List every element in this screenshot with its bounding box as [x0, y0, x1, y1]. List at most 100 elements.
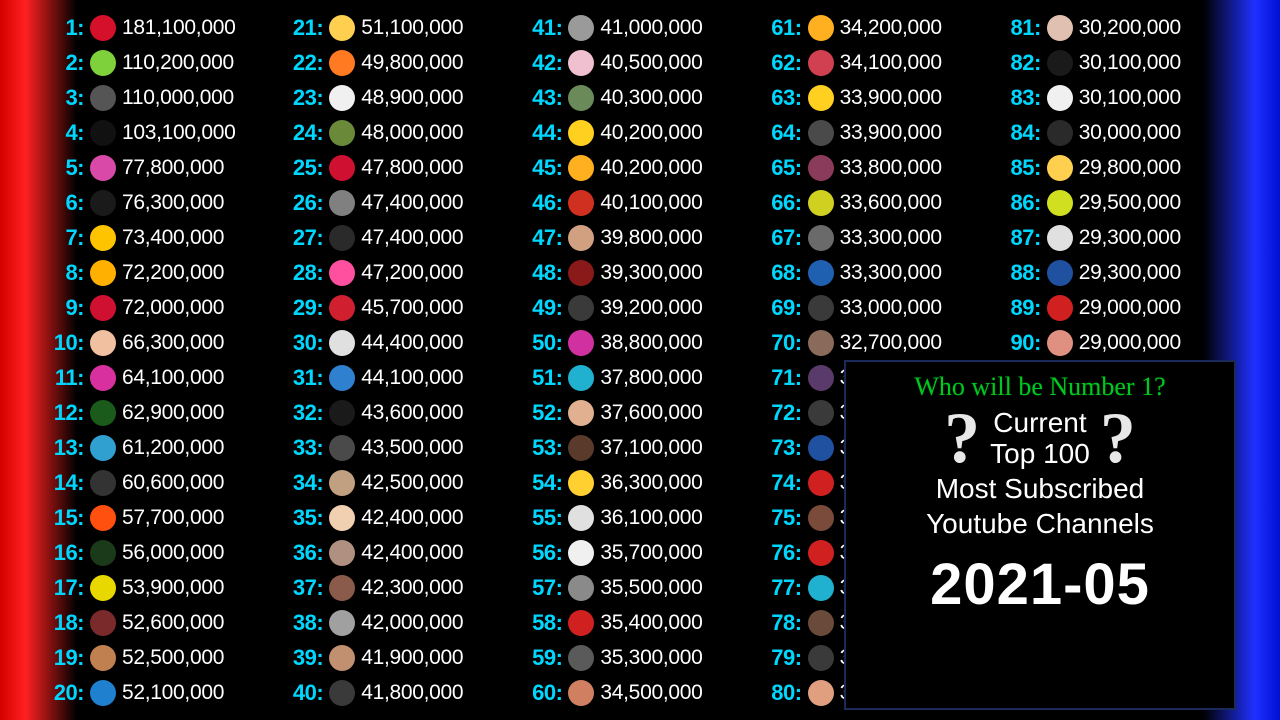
channel-avatar-icon [90, 575, 116, 601]
subscriber-count: 33,300,000 [840, 261, 942, 285]
subscriber-count: 36,300,000 [600, 471, 702, 495]
rank-item: 39:41,900,000 [283, 640, 518, 675]
subscriber-count: 48,000,000 [361, 121, 463, 145]
rank-item: 52:37,600,000 [522, 395, 757, 430]
rank-number: 64: [762, 120, 802, 146]
channel-avatar-icon [329, 575, 355, 601]
rank-number: 11: [44, 365, 84, 391]
channel-avatar-icon [1047, 50, 1073, 76]
channel-avatar-icon [329, 85, 355, 111]
subscriber-count: 39,200,000 [600, 296, 702, 320]
channel-avatar-icon [90, 470, 116, 496]
subscriber-count: 48,900,000 [361, 86, 463, 110]
channel-avatar-icon [90, 190, 116, 216]
rank-item: 64: 33,900,000 [762, 115, 997, 150]
rank-number: 45: [522, 155, 562, 181]
subscriber-count: 33,900,000 [840, 121, 942, 145]
channel-avatar-icon [568, 470, 594, 496]
rank-number: 60: [522, 680, 562, 706]
channel-avatar-icon [808, 610, 834, 636]
rank-number: 19: [44, 645, 84, 671]
channel-avatar-icon [808, 155, 834, 181]
rank-number: 63: [762, 85, 802, 111]
rank-number: 58: [522, 610, 562, 636]
channel-avatar-icon [568, 400, 594, 426]
info-panel: Who will be Number 1? ? Current Top 100 … [844, 360, 1236, 710]
subscriber-count: 33,000,000 [840, 296, 942, 320]
subscriber-count: 42,300,000 [361, 576, 463, 600]
channel-avatar-icon [808, 50, 834, 76]
rank-number: 34: [283, 470, 323, 496]
rank-item: 26:47,400,000 [283, 185, 518, 220]
channel-avatar-icon [1047, 85, 1073, 111]
rank-number: 21: [283, 15, 323, 41]
subscriber-count: 52,600,000 [122, 611, 224, 635]
channel-avatar-icon [808, 680, 834, 706]
rank-item: 86:29,500,000 [1001, 185, 1236, 220]
rank-item: 34:42,500,000 [283, 465, 518, 500]
rank-item: 2:110,200,000 [44, 45, 279, 80]
channel-avatar-icon [808, 470, 834, 496]
channel-avatar-icon [568, 225, 594, 251]
subscriber-count: 77,800,000 [122, 156, 224, 180]
channel-avatar-icon [90, 50, 116, 76]
channel-avatar-icon [90, 260, 116, 286]
rank-number: 87: [1001, 225, 1041, 251]
rank-item: 7:73,400,000 [44, 220, 279, 255]
gradient-frame: 1:181,100,0002:110,200,0003:110,000,0004… [0, 0, 1280, 720]
subscriber-count: 44,100,000 [361, 366, 463, 390]
channel-avatar-icon [329, 155, 355, 181]
rank-number: 12: [44, 400, 84, 426]
rank-item: 84:30,000,000 [1001, 115, 1236, 150]
mid-text: Current Top 100 [990, 408, 1090, 470]
rank-number: 23: [283, 85, 323, 111]
mid-line1: Current [990, 408, 1090, 439]
channel-avatar-icon [90, 155, 116, 181]
channel-avatar-icon [808, 505, 834, 531]
subscriber-count: 110,000,000 [122, 86, 234, 110]
channel-avatar-icon [568, 15, 594, 41]
channel-avatar-icon [808, 190, 834, 216]
subscriber-count: 37,100,000 [600, 436, 702, 460]
rank-item: 24:48,000,000 [283, 115, 518, 150]
subscriber-count: 29,000,000 [1079, 296, 1181, 320]
channel-avatar-icon [568, 50, 594, 76]
rank-number: 61: [762, 15, 802, 41]
subscriber-count: 43,500,000 [361, 436, 463, 460]
subscriber-count: 60,600,000 [122, 471, 224, 495]
rank-number: 89: [1001, 295, 1041, 321]
channel-avatar-icon [1047, 120, 1073, 146]
rank-item: 42:40,500,000 [522, 45, 757, 80]
subscriber-count: 62,900,000 [122, 401, 224, 425]
rank-number: 38: [283, 610, 323, 636]
channel-avatar-icon [90, 435, 116, 461]
rank-number: 79: [762, 645, 802, 671]
subscriber-count: 33,900,000 [840, 86, 942, 110]
rank-item: 62:34,100,000 [762, 45, 997, 80]
rank-number: 73: [762, 435, 802, 461]
subscriber-count: 35,500,000 [600, 576, 702, 600]
subscriber-count: 42,000,000 [361, 611, 463, 635]
rank-number: 44: [522, 120, 562, 146]
rank-number: 52: [522, 400, 562, 426]
channel-avatar-icon [568, 120, 594, 146]
subscriber-count: 42,400,000 [361, 506, 463, 530]
rank-number: 26: [283, 190, 323, 216]
rank-item: 45:40,200,000 [522, 150, 757, 185]
channel-avatar-icon [568, 155, 594, 181]
channel-avatar-icon [568, 295, 594, 321]
subscriber-count: 42,400,000 [361, 541, 463, 565]
channel-avatar-icon [90, 365, 116, 391]
rank-number: 67: [762, 225, 802, 251]
rank-item: 88:29,300,000 [1001, 255, 1236, 290]
channel-avatar-icon [568, 330, 594, 356]
rank-number: 1: [44, 15, 84, 41]
channel-avatar-icon [90, 330, 116, 356]
subscriber-count: 51,100,000 [361, 16, 463, 40]
rank-item: 90:29,000,000 [1001, 325, 1236, 360]
channel-avatar-icon [1047, 15, 1073, 41]
rank-number: 15: [44, 505, 84, 531]
subscriber-count: 35,400,000 [600, 611, 702, 635]
rank-number: 46: [522, 190, 562, 216]
rank-item: 61:34,200,000 [762, 10, 997, 45]
